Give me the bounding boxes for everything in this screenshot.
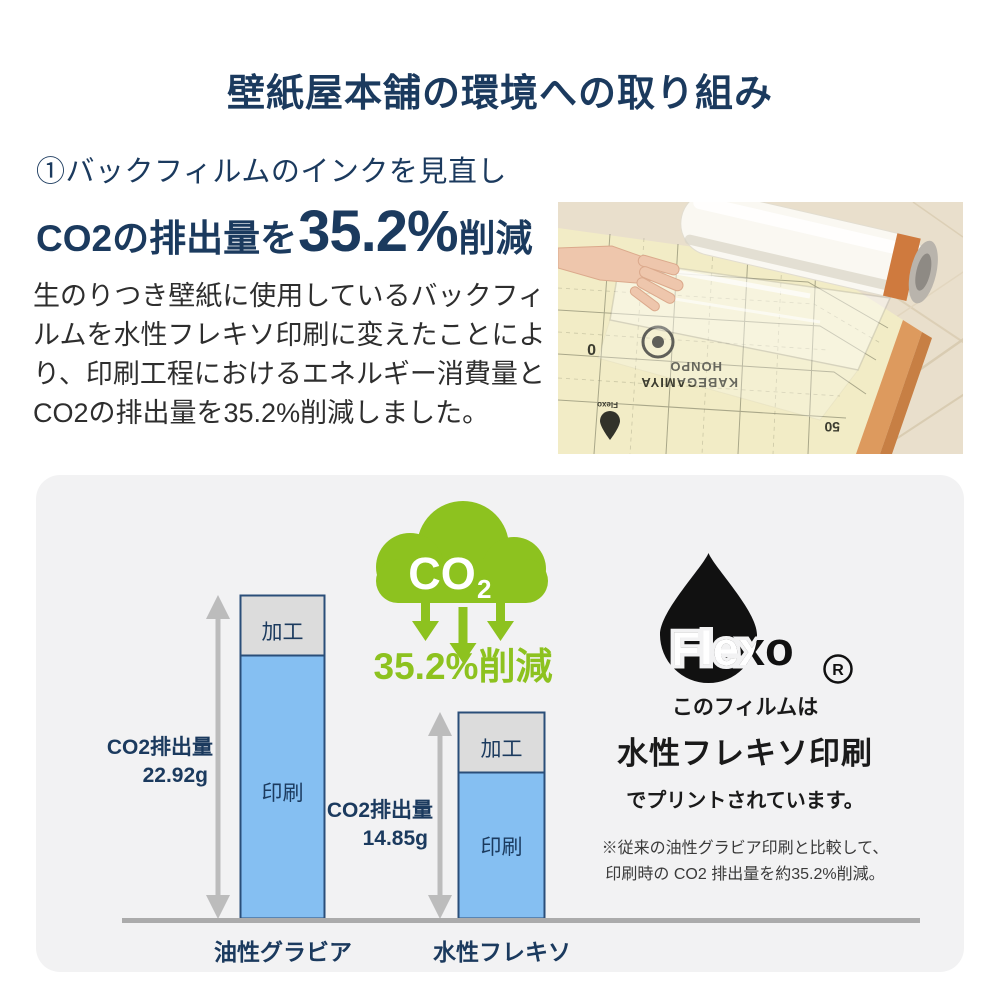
bar1-segment-processing-label: 加工 xyxy=(262,621,304,644)
page-title: 壁紙屋本舗の環境への取り組み xyxy=(226,73,773,115)
measure-arrow-oil xyxy=(206,595,230,919)
mini-flexo-label: Flexo xyxy=(597,400,618,409)
gear-icon xyxy=(641,325,675,359)
ruler-number-0: 0 xyxy=(587,340,596,357)
measure-arrow-water xyxy=(428,712,452,919)
film-description-line2: 水性フレキソ印刷 xyxy=(617,736,873,771)
cloud-co2-subscript: 2 xyxy=(477,574,491,604)
sheet-orange-edge xyxy=(856,320,922,454)
bar1-total-label-line2: 22.92g xyxy=(143,764,208,787)
bar-water-flexo: 加工 印刷 xyxy=(457,711,546,920)
co2-headline-suffix: 削減 xyxy=(458,218,533,259)
film-description-line3: でプリントされています。 xyxy=(626,790,864,812)
co2-reduction-label: 35.2%削減 xyxy=(374,646,553,687)
emission-total-labels: CO2排出量 22.92g CO2排出量 14.85g xyxy=(107,735,433,850)
step-heading: ①バックフィルムのインクを見直し xyxy=(36,156,507,188)
product-photo: KABEGAMIYA HONPO Flexo 50 10 0 xyxy=(558,202,963,454)
intro-paragraph: 生のりつき壁紙に使用しているバックフィルムを水性フレキソ印刷に変えたことにより、… xyxy=(33,281,546,428)
flexo-logo: Flexo Flexo R xyxy=(660,553,853,684)
sheet-print: KABEGAMIYA HONPO Flexo 50 10 0 xyxy=(587,325,840,440)
co2-headline-prefix: CO2の排出量を xyxy=(36,218,298,259)
bar2-segment-processing-label: 加工 xyxy=(481,738,523,761)
infographic-panel: 加工 印刷 加工 印刷 CO2排出量 22.92g CO2排出量 14.85g … xyxy=(36,475,964,972)
hand xyxy=(558,245,684,312)
photo-illustration: KABEGAMIYA HONPO Flexo 50 10 0 xyxy=(558,202,963,454)
registered-mark-circle xyxy=(823,654,853,684)
emissions-chart: 加工 印刷 加工 印刷 CO2排出量 22.92g CO2排出量 14.85g … xyxy=(107,501,920,965)
ruler-number-50: 50 xyxy=(824,419,840,435)
mini-drop-icon xyxy=(600,411,620,440)
flexo-wordmark-knockout: Flexo xyxy=(671,622,794,675)
co2-cloud-icon: CO 2 xyxy=(376,501,548,663)
bar2-segment-printing-label: 印刷 xyxy=(481,836,523,859)
brand-text-line2: HONPO xyxy=(669,359,722,374)
brand-text-line1: KABEGAMIYA xyxy=(640,375,738,390)
sheet-orange-edge-dark xyxy=(880,332,932,454)
footnote-line2: 印刷時の CO2 排出量を約35.2%削減。 xyxy=(605,866,885,883)
axis-line xyxy=(122,918,920,923)
bar2-total-label-line1: CO2排出量 xyxy=(327,798,433,822)
film-description: このフィルムは 水性フレキソ印刷 でプリントされています。 ※従来の油性グラビア… xyxy=(565,691,925,888)
registered-mark-letter: R xyxy=(832,662,844,679)
film-roll xyxy=(680,202,938,304)
bar1-total-label-line1: CO2排出量 xyxy=(107,735,213,759)
flexo-wordmark-outline: Flexo xyxy=(671,622,794,675)
bar-oil-gravure: 加工 印刷 xyxy=(239,594,326,920)
film-description-line1: このフィルムは xyxy=(671,696,819,719)
category-label-oil: 油性グラビア xyxy=(214,939,352,965)
category-label-water: 水性フレキソ xyxy=(433,939,571,965)
roll-orange-band xyxy=(882,233,921,302)
flexo-drop-icon xyxy=(660,553,757,684)
gear-icon-center xyxy=(652,336,664,348)
bar2-total-label-line2: 14.85g xyxy=(363,827,428,850)
footnote-line1: ※従来の油性グラビア印刷と比較して、 xyxy=(601,840,889,857)
co2-reduction-headline: CO2の排出量を 35.2% 削減 xyxy=(36,198,533,265)
cloud-co2-text: CO xyxy=(408,548,476,599)
co2-headline-percent: 35.2% xyxy=(298,199,458,264)
bar1-segment-printing-label: 印刷 xyxy=(262,782,304,805)
